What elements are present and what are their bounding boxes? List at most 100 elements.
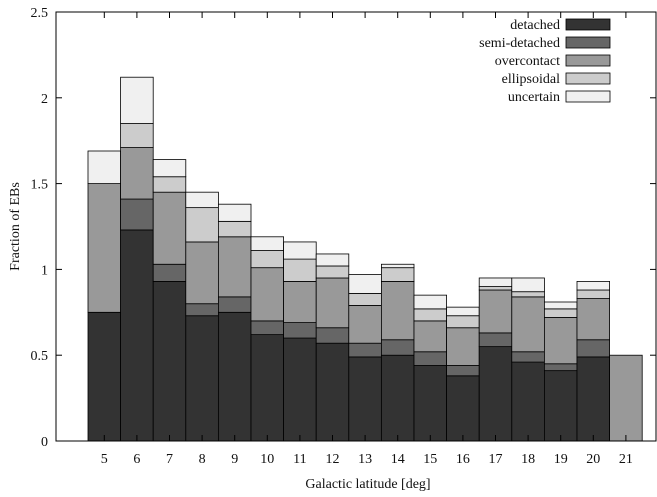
x-tick-label: 5 bbox=[101, 452, 108, 467]
bar-segment-detached-17 bbox=[478, 346, 513, 442]
bar-segment-semi-detached-9 bbox=[217, 296, 252, 313]
bar-segment-ellipsoidal-7 bbox=[152, 176, 187, 193]
bar-segment-ellipsoidal-10 bbox=[250, 250, 284, 269]
x-tick-label: 9 bbox=[231, 452, 238, 467]
legend-label-detached: detached bbox=[510, 18, 560, 33]
bar-segment-overcontact-10 bbox=[250, 267, 284, 322]
bar-segment-overcontact-21 bbox=[609, 354, 643, 442]
bar-segment-ellipsoidal-8 bbox=[185, 207, 219, 243]
bar-segment-detached-12 bbox=[315, 342, 350, 442]
bar-segment-uncertain-8 bbox=[185, 191, 219, 209]
bar-segment-uncertain-6 bbox=[120, 76, 154, 124]
y-tick-label: 0 bbox=[41, 435, 48, 450]
bar-segment-uncertain-7 bbox=[152, 159, 187, 178]
bar-segment-detached-19 bbox=[544, 370, 578, 442]
bar-segment-overcontact-9 bbox=[217, 236, 252, 298]
x-tick-label: 10 bbox=[260, 452, 274, 467]
bar-segment-detached-10 bbox=[250, 334, 284, 442]
bar-segment-overcontact-8 bbox=[185, 241, 219, 305]
bar-segment-ellipsoidal-15 bbox=[413, 308, 447, 322]
bar-segment-uncertain-14 bbox=[380, 263, 415, 269]
bar-segment-ellipsoidal-12 bbox=[315, 265, 350, 279]
bar-segment-semi-detached-14 bbox=[380, 339, 415, 356]
legend-swatch-detached bbox=[565, 18, 611, 31]
bar-segment-overcontact-16 bbox=[446, 327, 480, 366]
legend-label-overcontact: overcontact bbox=[495, 54, 560, 69]
x-tick-label: 12 bbox=[326, 452, 340, 467]
legend-swatch-semi-detached bbox=[565, 36, 611, 49]
bar-segment-detached-7 bbox=[152, 281, 187, 442]
x-tick-label: 15 bbox=[423, 452, 437, 467]
y-tick-label: 1.5 bbox=[31, 178, 49, 193]
bar-segment-uncertain-11 bbox=[283, 241, 317, 260]
bar-segment-semi-detached-12 bbox=[315, 327, 350, 344]
bar-segment-semi-detached-16 bbox=[446, 365, 480, 377]
y-tick-label: 2.5 bbox=[31, 6, 49, 21]
bar-segment-overcontact-7 bbox=[152, 191, 187, 265]
bar-segment-ellipsoidal-17 bbox=[478, 286, 513, 291]
bar-segment-semi-detached-11 bbox=[283, 322, 317, 339]
bar-segment-detached-5 bbox=[87, 311, 121, 442]
bar-segment-ellipsoidal-13 bbox=[348, 293, 382, 306]
bar-segment-uncertain-17 bbox=[478, 277, 513, 287]
bar-segment-uncertain-12 bbox=[315, 253, 350, 267]
bar-segment-detached-15 bbox=[413, 365, 447, 442]
bars-group bbox=[87, 76, 643, 442]
legend-label-uncertain: uncertain bbox=[508, 90, 560, 105]
bar-segment-ellipsoidal-18 bbox=[511, 291, 545, 298]
bar-segment-semi-detached-20 bbox=[576, 339, 610, 358]
x-tick-label: 14 bbox=[391, 452, 405, 467]
bar-segment-overcontact-13 bbox=[348, 305, 382, 344]
bar-segment-detached-13 bbox=[348, 356, 382, 442]
legend-label-ellipsoidal: ellipsoidal bbox=[502, 72, 560, 87]
bar-segment-ellipsoidal-19 bbox=[544, 308, 578, 318]
bar-segment-semi-detached-7 bbox=[152, 263, 187, 282]
bar-segment-overcontact-12 bbox=[315, 277, 350, 329]
bar-segment-ellipsoidal-16 bbox=[446, 315, 480, 329]
x-tick-label: 7 bbox=[166, 452, 173, 467]
bar-segment-ellipsoidal-9 bbox=[217, 220, 252, 238]
bar-segment-detached-16 bbox=[446, 375, 480, 442]
bar-segment-uncertain-16 bbox=[446, 306, 480, 317]
bar-segment-overcontact-18 bbox=[511, 296, 545, 353]
bar-segment-ellipsoidal-11 bbox=[283, 258, 317, 282]
bar-segment-detached-11 bbox=[283, 337, 317, 442]
legend-swatch-uncertain bbox=[565, 90, 611, 103]
ticks-group: 0 0.5 1 1.5 2 2.5 5 6 7 8 9 10 11 12 13 14 15 16 17 18 19 20 2… bbox=[31, 6, 656, 467]
bar-segment-detached-9 bbox=[217, 311, 252, 442]
bar-segment-semi-detached-13 bbox=[348, 342, 382, 358]
x-tick-label: 19 bbox=[554, 452, 568, 467]
legend-swatch-overcontact bbox=[565, 54, 611, 67]
bar-segment-uncertain-15 bbox=[413, 294, 447, 310]
bar-segment-semi-detached-8 bbox=[185, 303, 219, 317]
x-tick-label: 8 bbox=[199, 452, 206, 467]
x-tick-label: 18 bbox=[521, 452, 535, 467]
bar-segment-detached-18 bbox=[511, 361, 545, 442]
x-tick-label: 17 bbox=[489, 452, 503, 467]
bar-segment-ellipsoidal-20 bbox=[576, 289, 610, 299]
bar-segment-overcontact-20 bbox=[576, 298, 610, 341]
plot-frame bbox=[55, 11, 657, 442]
x-tick-label: 6 bbox=[133, 452, 140, 467]
bar-segment-uncertain-13 bbox=[348, 274, 382, 294]
bar-segment-semi-detached-19 bbox=[544, 363, 578, 372]
bar-segment-uncertain-5 bbox=[87, 150, 121, 184]
legend-label-semi-detached: semi-detached bbox=[479, 36, 560, 51]
bar-segment-semi-detached-10 bbox=[250, 320, 284, 336]
x-tick-label: 13 bbox=[358, 452, 372, 467]
y-tick-label: 0.5 bbox=[31, 349, 49, 364]
y-tick-label: 2 bbox=[41, 92, 48, 107]
bar-segment-overcontact-17 bbox=[478, 289, 513, 334]
bar-segment-overcontact-14 bbox=[380, 281, 415, 341]
bar-segment-uncertain-19 bbox=[544, 301, 578, 310]
bar-segment-detached-6 bbox=[120, 229, 154, 442]
y-tick-label: 1 bbox=[41, 263, 48, 278]
bar-segment-semi-detached-18 bbox=[511, 351, 545, 363]
bar-segment-uncertain-9 bbox=[217, 203, 252, 222]
legend: detached semi-detached overcontact ellipsoi… bbox=[479, 18, 611, 105]
x-tick-label: 21 bbox=[619, 452, 633, 467]
x-tick-label: 20 bbox=[586, 452, 600, 467]
bar-segment-uncertain-10 bbox=[250, 236, 284, 251]
bar-segment-uncertain-18 bbox=[511, 277, 545, 293]
